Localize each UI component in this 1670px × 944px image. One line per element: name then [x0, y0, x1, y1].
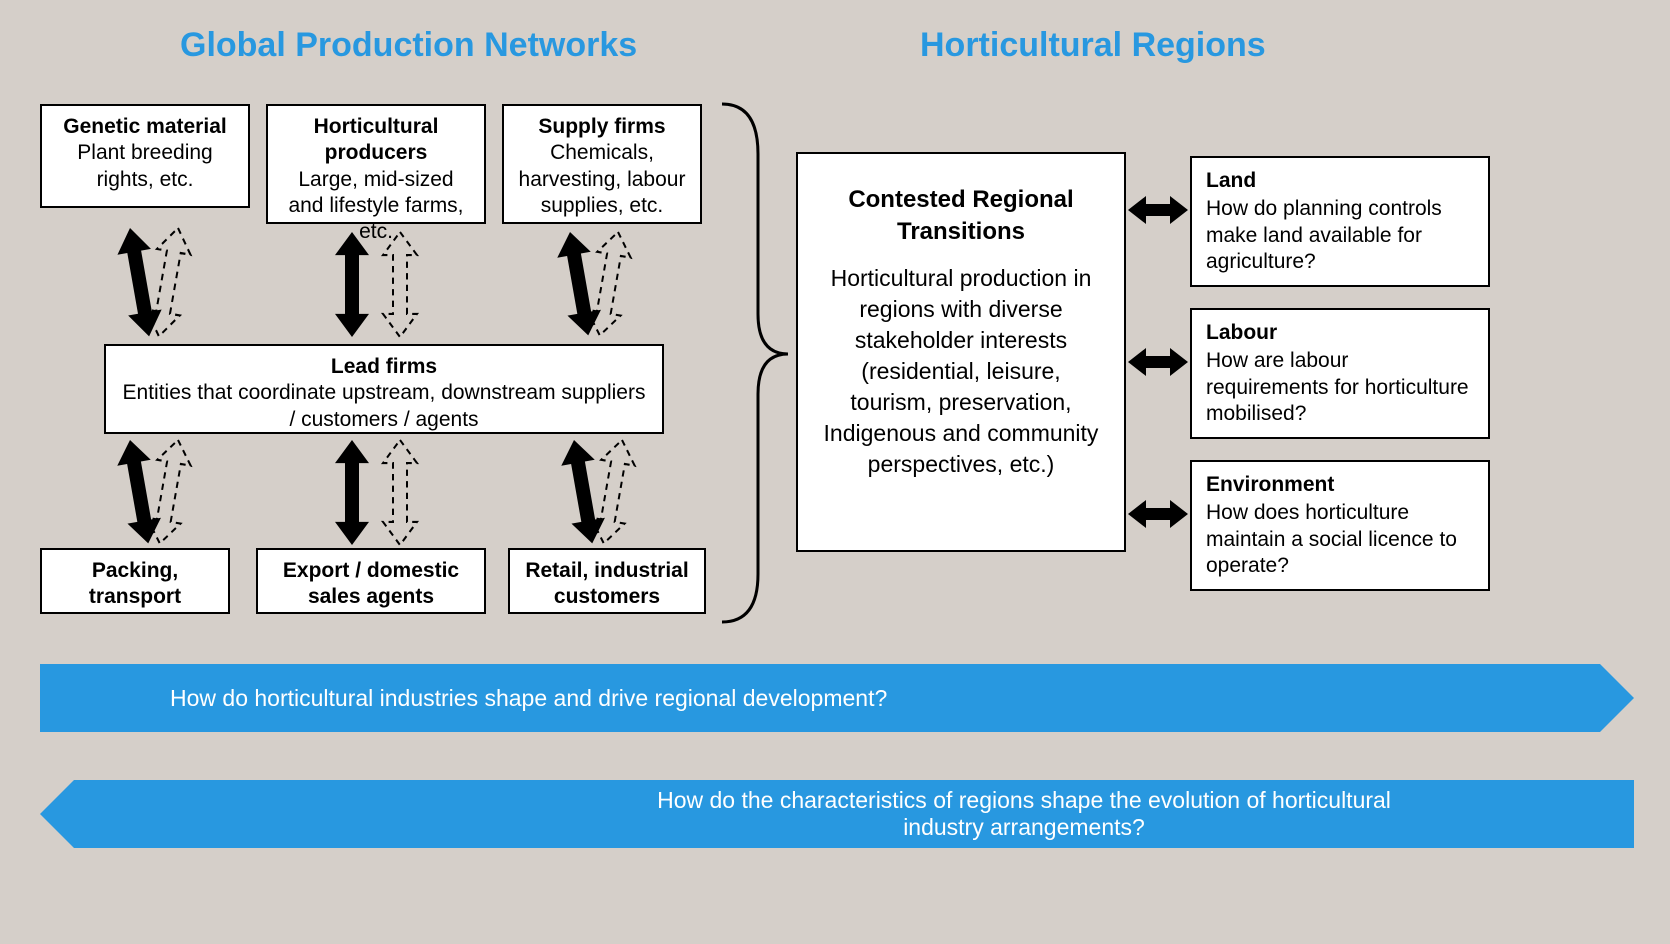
arrow-dashed-bot-2 [383, 440, 417, 545]
title-gpn: Global Production Networks [180, 26, 637, 65]
box-producers-sub: Large, mid-sized and lifestyle farms, et… [280, 167, 472, 246]
arrow-dashed-bot-1 [143, 437, 195, 546]
box-retail-title: Retail, industrial customers [522, 558, 692, 611]
arrow-solid-bot-1 [113, 437, 165, 546]
arrow-h-labour [1128, 348, 1188, 376]
arrow-dashed-top-2 [383, 232, 417, 337]
bluearrow-right: How do horticultural industries shape an… [40, 664, 1600, 732]
box-packing: Packing, transport [40, 548, 230, 614]
box-supply: Supply firms Chemicals, harvesting, labo… [502, 104, 702, 224]
arrow-h-environment [1128, 500, 1188, 528]
curly-bracket [722, 104, 788, 622]
box-land-body: How do planning controls make land avail… [1206, 197, 1442, 273]
box-sales-agents: Export / domestic sales agents [256, 548, 486, 614]
arrow-solid-top-1 [113, 225, 166, 339]
box-genetic-sub: Plant breeding rights, etc. [54, 140, 236, 193]
box-genetic-title: Genetic material [54, 114, 236, 140]
box-packing-title: Packing, transport [54, 558, 216, 611]
bluearrow-right-text: How do horticultural industries shape an… [170, 685, 887, 712]
arrow-solid-top-2 [335, 232, 369, 337]
box-land: Land How do planning controls make land … [1190, 156, 1490, 287]
arrow-dashed-bot-3 [587, 437, 639, 546]
arrow-h-land [1128, 196, 1188, 224]
box-leadfirms-sub: Entities that coordinate upstream, downs… [118, 380, 650, 433]
box-producers: Horticultural producers Large, mid-sized… [266, 104, 486, 224]
box-genetic: Genetic material Plant breeding rights, … [40, 104, 250, 208]
arrow-dashed-top-3 [583, 229, 635, 338]
box-crt-body: Horticultural production in regions with… [824, 265, 1099, 477]
arrow-dashed-top-1 [142, 225, 195, 339]
box-supply-title: Supply firms [516, 114, 688, 140]
box-producers-title: Horticultural producers [280, 114, 472, 167]
box-environment-body: How does horticulture maintain a social … [1206, 501, 1457, 577]
box-sales-agents-title: Export / domestic sales agents [270, 558, 472, 611]
box-environment-title: Environment [1206, 472, 1474, 498]
box-environment: Environment How does horticulture mainta… [1190, 460, 1490, 591]
bluearrow-left: How do the characteristics of regions sh… [74, 780, 1634, 848]
box-supply-sub: Chemicals, harvesting, labour supplies, … [516, 140, 688, 219]
box-land-title: Land [1206, 168, 1474, 194]
title-hr: Horticultural Regions [920, 26, 1266, 65]
box-labour: Labour How are labour requirements for h… [1190, 308, 1490, 439]
box-crt: Contested Regional Transitions Horticult… [796, 152, 1126, 552]
box-leadfirms-title: Lead firms [118, 354, 650, 380]
bluearrow-left-text: How do the characteristics of regions sh… [614, 787, 1434, 841]
box-labour-body: How are labour requirements for horticul… [1206, 349, 1469, 425]
arrow-solid-top-3 [553, 229, 605, 338]
box-crt-title: Contested Regional Transitions [822, 184, 1100, 249]
box-leadfirms: Lead firms Entities that coordinate upst… [104, 344, 664, 434]
arrow-solid-bot-2 [335, 440, 369, 545]
arrow-solid-bot-3 [557, 437, 609, 546]
box-retail: Retail, industrial customers [508, 548, 706, 614]
box-labour-title: Labour [1206, 320, 1474, 346]
